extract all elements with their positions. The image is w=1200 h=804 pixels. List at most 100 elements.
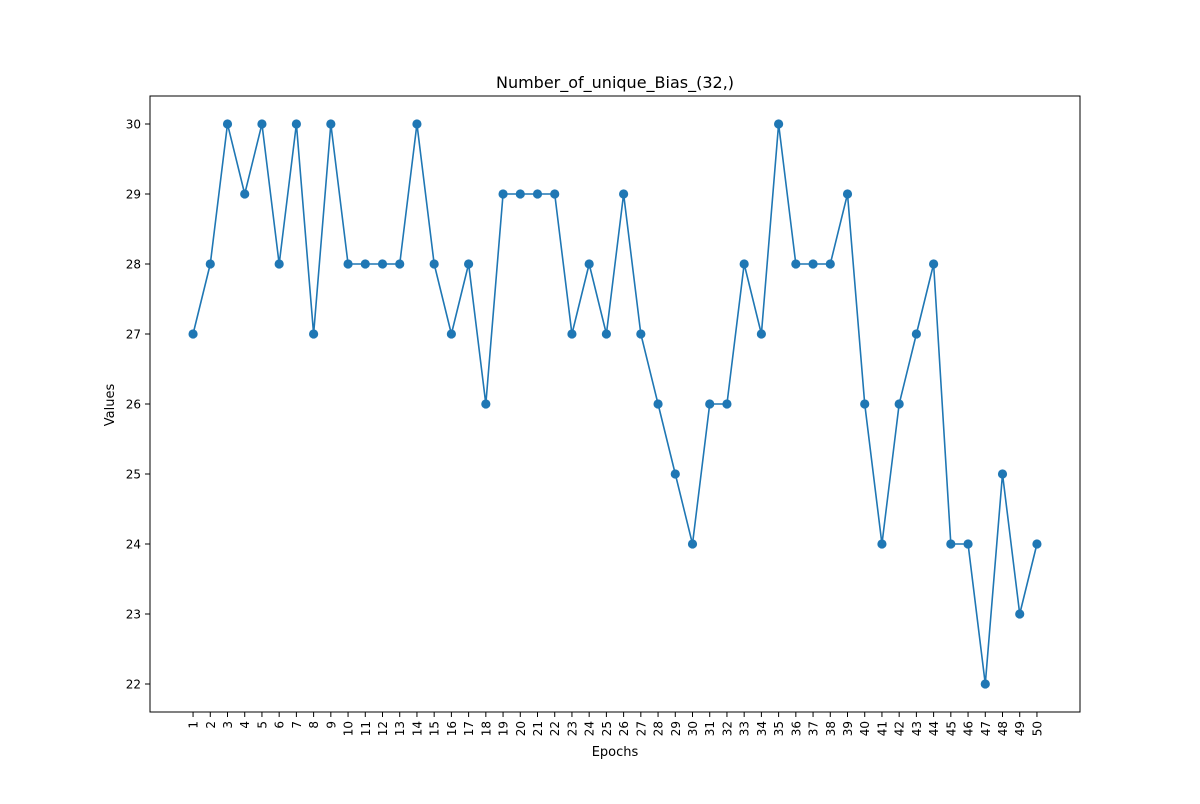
data-point: [911, 329, 921, 339]
data-point: [980, 679, 990, 689]
x-tick-label: 27: [634, 721, 648, 736]
series-layer: [188, 119, 1042, 689]
data-point: [808, 259, 818, 269]
data-point: [584, 259, 594, 269]
y-tick-label: 24: [126, 538, 141, 552]
y-tick-label: 27: [126, 328, 141, 342]
data-point: [756, 329, 766, 339]
x-tick-label: 5: [255, 721, 269, 729]
data-point: [240, 189, 250, 199]
data-point: [601, 329, 611, 339]
x-tick-label: 37: [807, 721, 821, 736]
data-point: [687, 539, 698, 549]
x-tick-label: 11: [359, 721, 373, 736]
data-point: [963, 539, 973, 549]
data-point: [722, 399, 732, 409]
data-point: [343, 259, 353, 269]
data-point: [860, 399, 870, 409]
x-tick-label: 42: [893, 721, 907, 736]
data-point: [360, 259, 370, 269]
y-tick-label: 30: [126, 118, 141, 132]
data-point: [636, 329, 646, 339]
x-tick-label: 46: [962, 721, 976, 736]
x-tick-label: 48: [996, 721, 1010, 736]
data-point: [791, 259, 801, 269]
y-axis-label: Values: [103, 384, 118, 427]
data-point: [946, 539, 956, 549]
x-tick-label: 40: [858, 721, 872, 736]
chart-title: Number_of_unique_Bias_(32,): [496, 73, 734, 93]
x-tick-label: 30: [686, 721, 700, 736]
data-point: [670, 469, 680, 479]
x-tick-label: 12: [376, 721, 390, 736]
x-tick-label: 34: [755, 721, 769, 736]
data-point: [326, 119, 336, 129]
y-axis-ticks: 22 23 24 25 26 27 28 29 30: [126, 118, 150, 692]
x-tick-label: 14: [410, 721, 424, 736]
x-tick-label: 29: [669, 721, 683, 736]
data-point: [291, 119, 301, 129]
data-point: [377, 259, 388, 269]
x-tick-label: 9: [324, 721, 338, 729]
data-point: [481, 399, 491, 409]
x-tick-label: 10: [342, 721, 356, 736]
data-point: [653, 399, 663, 409]
data-point: [309, 329, 319, 339]
data-point: [894, 399, 904, 409]
data-point: [498, 189, 508, 199]
y-tick-label: 26: [126, 398, 141, 412]
x-tick-label: 43: [910, 721, 924, 736]
x-tick-label: 25: [600, 721, 614, 736]
x-tick-label: 19: [497, 721, 511, 736]
data-point: [515, 189, 525, 199]
data-point: [222, 119, 233, 129]
data-point: [997, 469, 1008, 479]
x-tick-label: 8: [307, 721, 321, 729]
data-point: [205, 259, 215, 269]
data-point: [842, 189, 853, 199]
data-point: [739, 259, 749, 269]
y-tick-label: 22: [126, 678, 141, 692]
x-tick-label: 45: [944, 721, 958, 736]
x-tick-label: 22: [548, 721, 562, 736]
data-point: [877, 539, 887, 549]
data-point: [550, 189, 560, 199]
data-point: [188, 329, 198, 339]
x-tick-label: 50: [1030, 721, 1044, 736]
x-tick-label: 39: [841, 721, 855, 736]
x-tick-label: 35: [772, 721, 786, 736]
x-tick-label: 49: [1013, 721, 1027, 736]
x-tick-label: 33: [738, 721, 752, 736]
x-tick-label: 31: [703, 721, 717, 736]
data-point: [774, 119, 784, 129]
data-point: [429, 259, 439, 269]
data-point: [257, 119, 267, 129]
x-tick-label: 28: [652, 721, 666, 736]
data-point: [929, 259, 939, 269]
data-point: [464, 259, 474, 269]
x-tick-label: 24: [583, 721, 597, 736]
x-tick-label: 18: [479, 721, 493, 736]
x-tick-label: 41: [875, 721, 889, 736]
y-tick-label: 28: [126, 258, 141, 272]
plot-frame: [149, 95, 1081, 713]
data-point: [532, 189, 543, 199]
x-tick-label: 21: [531, 721, 545, 736]
x-tick-label: 36: [789, 721, 803, 736]
x-tick-label: 2: [204, 721, 218, 729]
data-point: [825, 259, 835, 269]
x-tick-label: 32: [720, 721, 734, 736]
x-tick-label: 47: [979, 721, 993, 736]
x-tick-label: 23: [565, 721, 579, 736]
data-point: [567, 329, 577, 339]
data-point: [1032, 539, 1042, 549]
data-point: [274, 259, 284, 269]
x-tick-label: 38: [824, 721, 838, 736]
x-tick-label: 6: [273, 721, 287, 729]
x-tick-label: 44: [927, 721, 941, 736]
x-tick-label: 7: [290, 721, 304, 729]
x-axis-label: Epochs: [592, 745, 639, 760]
y-tick-label: 23: [126, 608, 141, 622]
